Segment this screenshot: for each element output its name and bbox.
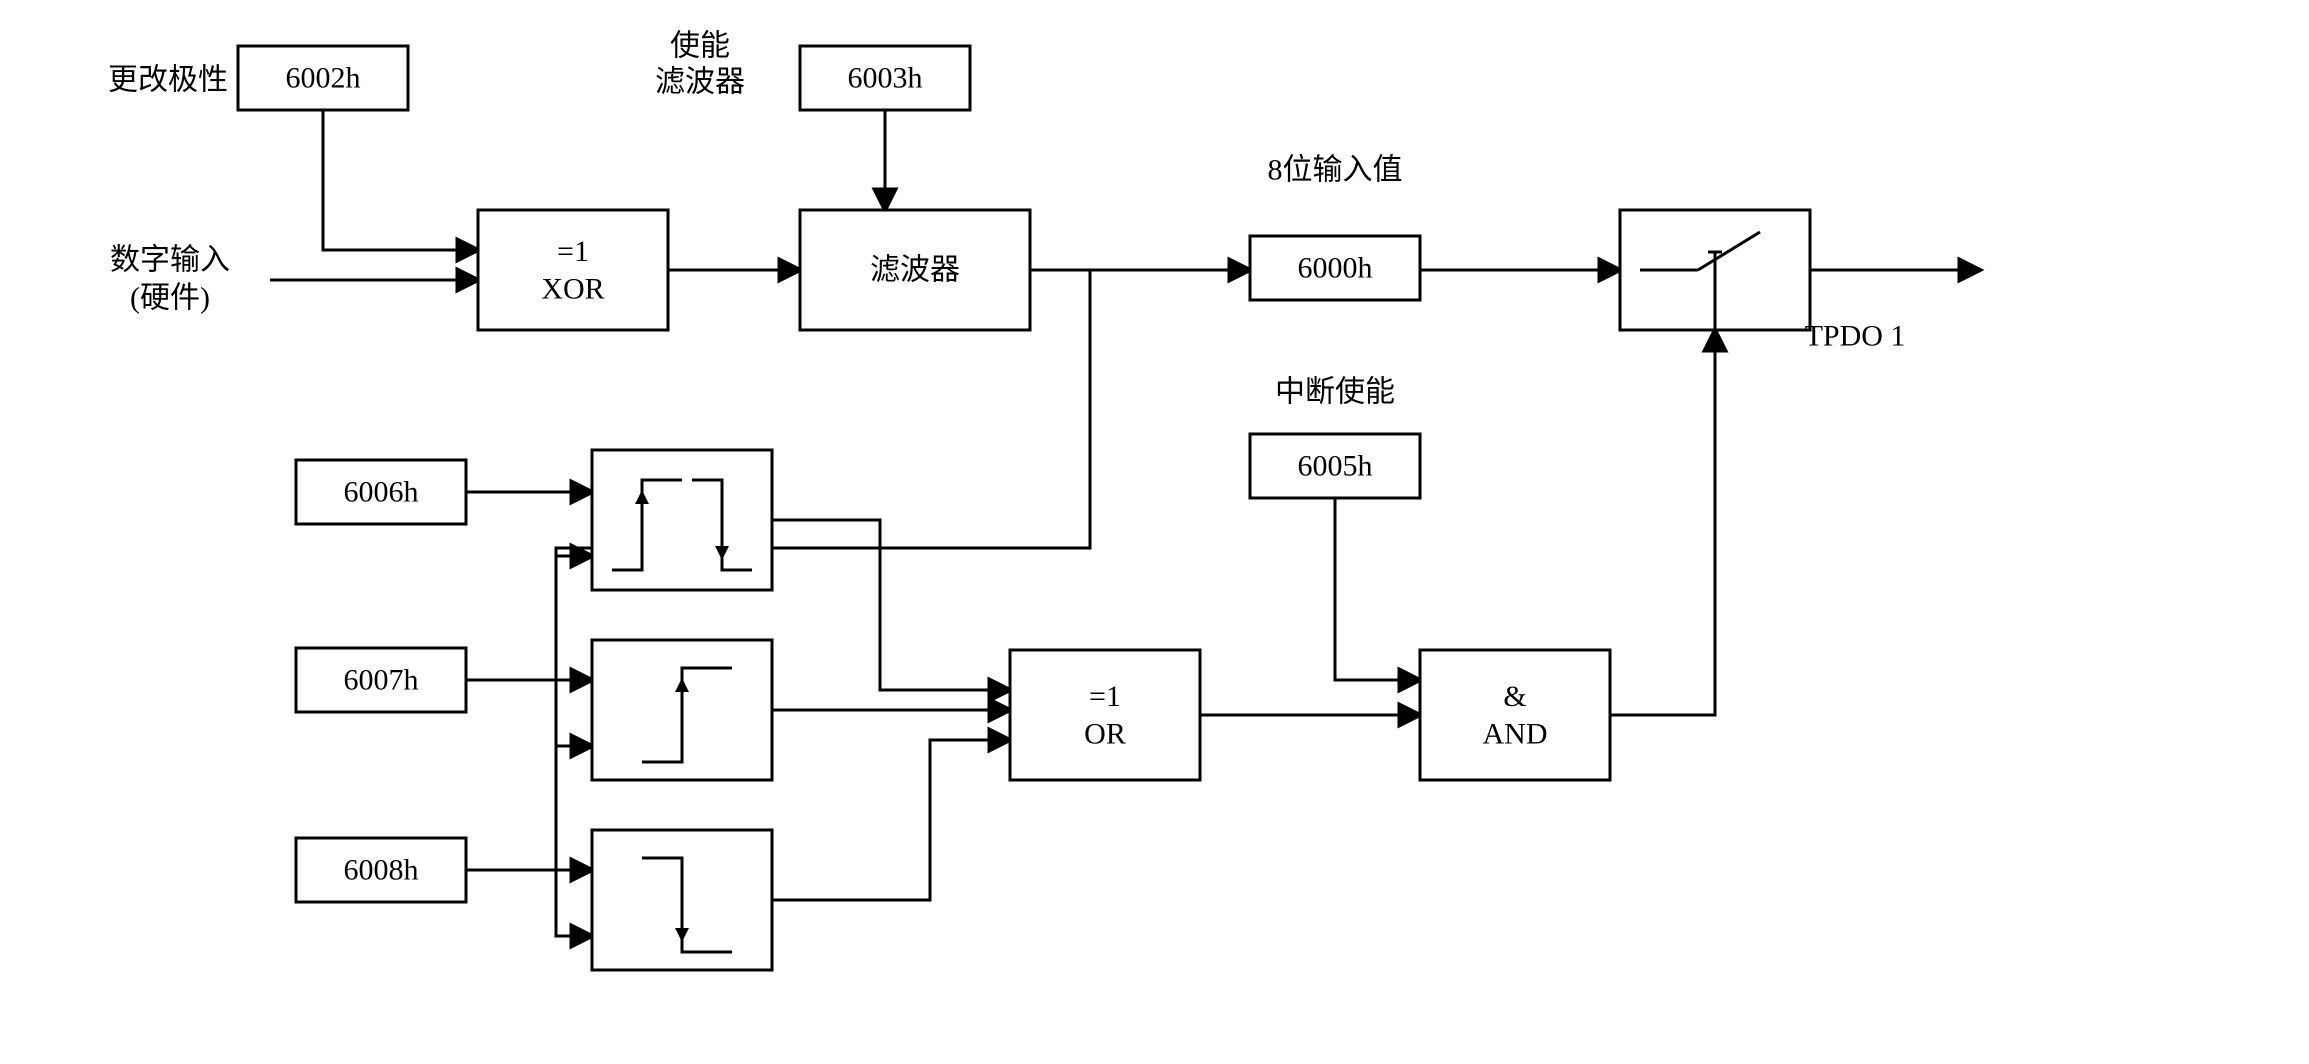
label-enable_filter_2: 滤波器 xyxy=(655,66,745,99)
box-b6008-label: 6008h xyxy=(344,854,419,887)
label-digital_input_1: 数字输入 xyxy=(110,244,230,277)
box-or-label: =1 xyxy=(1089,680,1121,713)
box-b6008: 6008h xyxy=(296,838,466,902)
label-digital_input_2: (硬件) xyxy=(130,282,210,315)
diagram-canvas: 6002h 6003h =1 XOR 滤波器 6000h 6005h 6006h 6007h 60… xyxy=(0,0,2309,1064)
box-b6007-label: 6007h xyxy=(344,664,419,697)
box-and: & AND xyxy=(1420,650,1610,780)
edge-1 xyxy=(323,110,478,250)
box-b6005: 6005h xyxy=(1250,434,1420,498)
box-b6003: 6003h xyxy=(800,46,970,110)
box-b6005-label: 6005h xyxy=(1298,450,1373,483)
edge-15 xyxy=(772,740,1010,900)
box-xor: =1 XOR xyxy=(478,210,668,330)
box-and-label: & xyxy=(1503,680,1526,713)
label-eight_bit_input: 8位输入值 xyxy=(1268,154,1403,187)
edge-18 xyxy=(1610,330,1715,715)
box-filter-label: 滤波器 xyxy=(870,254,960,287)
box-b6000-label: 6000h xyxy=(1298,252,1373,285)
box-b6006-label: 6006h xyxy=(344,476,419,509)
box-b6006: 6006h xyxy=(296,460,466,524)
box-b6000: 6000h xyxy=(1250,236,1420,300)
box-b6003-label: 6003h xyxy=(848,62,923,95)
label-enable_filter_1: 使能 xyxy=(670,30,730,63)
label-tpdo1: TPDO 1 xyxy=(1805,320,1906,353)
edge-17 xyxy=(1335,498,1420,680)
box-b6007: 6007h xyxy=(296,648,466,712)
box-and-label: AND xyxy=(1483,717,1548,750)
label-change_polarity: 更改极性 xyxy=(108,64,228,97)
edge-13 xyxy=(772,520,1010,690)
box-b6002-label: 6002h xyxy=(286,62,361,95)
edge-8 xyxy=(556,548,592,746)
edge-9 xyxy=(556,746,592,936)
box-xor-label: =1 xyxy=(557,235,589,268)
box-b6002: 6002h xyxy=(238,46,408,110)
box-or-label: OR xyxy=(1084,717,1126,750)
label-interrupt_enable: 中断使能 xyxy=(1275,376,1395,409)
box-filter: 滤波器 xyxy=(800,210,1030,330)
box-xor-label: XOR xyxy=(541,272,604,305)
box-or: =1 OR xyxy=(1010,650,1200,780)
